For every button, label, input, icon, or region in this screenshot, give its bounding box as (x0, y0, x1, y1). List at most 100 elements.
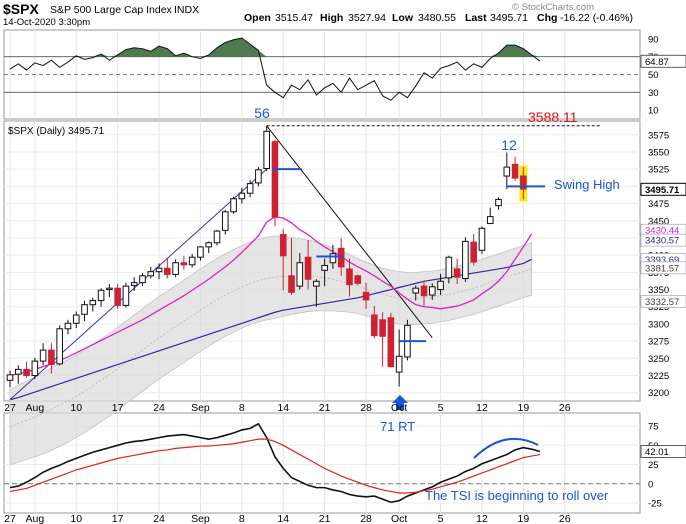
price-value-box (640, 261, 686, 275)
candle-body (346, 268, 353, 286)
candle-body (445, 256, 453, 279)
fast-moving-average (9, 215, 533, 377)
upper-last-value: 64.87 (645, 57, 669, 68)
candle-body (164, 267, 171, 275)
upper-indicator-plot (9, 37, 541, 101)
watermark: © StockCharts.com (512, 2, 594, 13)
date-tick-label: 26 (559, 402, 571, 414)
falling-trendline (266, 125, 433, 339)
date-tick-label: 26 (559, 513, 571, 524)
date-tick-label: 8 (239, 402, 245, 414)
candle-body (64, 322, 72, 330)
date-tick-label: Sep (191, 513, 210, 524)
candle-body (362, 291, 370, 301)
candle-body (478, 227, 486, 251)
last-label: Last (465, 12, 487, 24)
candle-body (428, 286, 436, 296)
candle-body (263, 130, 270, 169)
candle-body (462, 240, 469, 280)
tsi-line (9, 422, 541, 504)
candle-body (271, 141, 279, 218)
candle-body (321, 264, 328, 271)
up-arrow-icon (392, 395, 408, 410)
candle-body (213, 230, 221, 244)
candle-body (221, 211, 229, 231)
candle-body (379, 319, 386, 337)
chg-value: -16.22 (-0.46%) (560, 12, 633, 24)
candle-body (520, 175, 527, 190)
low-label: Low (392, 12, 414, 24)
price-tick-label: 3200 (648, 388, 669, 399)
lower-last-value-box (640, 445, 686, 458)
candle-body (395, 355, 403, 373)
price-value-label: 3430.44 (645, 226, 679, 237)
upper-last-value-box (640, 54, 686, 68)
price-panel-title: $SPX (Daily) 3495.71 (8, 126, 105, 137)
open-value: 3515.47 (275, 12, 313, 24)
price-tick-label: 3550 (648, 147, 669, 158)
date-tick-label: 10 (70, 513, 82, 524)
price-plot (6, 125, 600, 466)
candle-body (155, 267, 163, 273)
price-envelope-center (9, 268, 532, 428)
price-tick-label: 3225 (648, 371, 669, 382)
last-value: 3495.71 (490, 12, 528, 24)
candle-body (89, 300, 97, 306)
price-tick-label: 3250 (648, 354, 669, 365)
candle-body (139, 275, 146, 284)
price-tick-label: 3350 (648, 285, 669, 296)
high-label: High (320, 12, 343, 24)
chg-label: Chg (537, 12, 557, 24)
candle-body (503, 166, 511, 177)
candle-body (197, 246, 204, 258)
candle-body (453, 268, 461, 278)
upper-tick-label: 90 (648, 34, 659, 45)
swing-high-label: Swing High (554, 177, 620, 192)
upper-tick-label: 30 (648, 88, 659, 99)
chart-date: 14-Oct-2020 3:30pm (3, 17, 90, 28)
date-tick-label: Sep (191, 402, 210, 414)
date-tick-label: 17 (112, 513, 124, 524)
date-tick-label: Aug (25, 402, 44, 414)
index-name: S&P 500 Large Cap Index (50, 4, 173, 16)
price-value-label: 3495.71 (645, 185, 680, 196)
candle-body (288, 275, 295, 293)
upper-tick-label: 10 (648, 106, 659, 117)
candle-body (313, 280, 320, 287)
candle-body (238, 192, 246, 200)
candle-body (412, 287, 420, 294)
candle-body (180, 262, 188, 266)
price-value-box (640, 182, 686, 196)
date-tick-label: 14 (277, 513, 289, 524)
low-value: 3480.55 (418, 12, 456, 24)
lower-indicator-panel (3, 412, 641, 514)
candle-body (97, 289, 105, 302)
candle-body (205, 242, 213, 248)
date-tick-label: 14 (277, 402, 289, 414)
chart-header: $SPX S&P 500 Large Cap Index INDX 14-Oct… (3, 1, 633, 28)
candle-body (14, 368, 22, 375)
peak-price-label: 3588.11 (528, 109, 578, 125)
candle-body (279, 234, 287, 257)
date-tick-label: 27 (4, 402, 16, 414)
tsi-note: The TSI is beginning to roll over (425, 488, 609, 503)
date-tick-label: Aug (25, 513, 44, 524)
upper-overbought-fill (10, 38, 540, 57)
candle-body (495, 198, 502, 207)
candle-body (106, 287, 113, 291)
price-value-box (640, 233, 686, 247)
low-count-label: 71 RT (380, 419, 415, 434)
candle-body (114, 287, 121, 306)
candle-body (511, 163, 519, 179)
candle-body (130, 282, 138, 286)
price-value-label: 3393.69 (645, 255, 679, 266)
price-tick-label: 3525 (648, 165, 669, 176)
candle-body (304, 256, 312, 280)
candle-body (470, 241, 477, 263)
date-tick-label: 17 (112, 402, 124, 414)
candle-body (296, 262, 304, 287)
axis-labels: 27 27 Aug Aug 10 10 17 17 24 24 Sep Sep 8 8 14 14 21 21 28… (4, 34, 686, 524)
open-label: Open (244, 12, 271, 24)
price-tick-label: 3450 (648, 216, 669, 227)
